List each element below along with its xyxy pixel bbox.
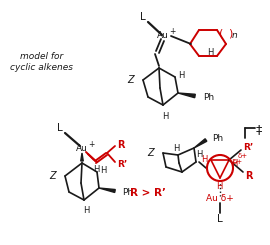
- Text: ): ): [228, 28, 232, 38]
- Text: H: H: [93, 164, 99, 173]
- Text: +: +: [169, 27, 175, 37]
- Text: ‡: ‡: [256, 123, 262, 136]
- Text: L: L: [217, 214, 223, 224]
- Text: Z: Z: [147, 148, 154, 158]
- Text: H: H: [207, 48, 213, 57]
- Text: L: L: [57, 123, 63, 133]
- Text: model for
cyclic alkenes: model for cyclic alkenes: [11, 52, 73, 72]
- Text: R > R’: R > R’: [130, 188, 166, 198]
- Text: H: H: [201, 155, 207, 163]
- Text: H: H: [173, 144, 179, 152]
- Text: Ph: Ph: [212, 134, 223, 143]
- Text: R: R: [117, 140, 125, 150]
- Text: +: +: [88, 139, 94, 148]
- Text: L: L: [140, 12, 146, 22]
- Polygon shape: [194, 139, 207, 148]
- Text: n: n: [232, 30, 238, 39]
- Text: δ+: δ+: [233, 159, 243, 165]
- Text: Au: Au: [157, 32, 169, 40]
- Polygon shape: [178, 93, 195, 98]
- Text: H: H: [83, 206, 89, 215]
- Text: Au: Au: [76, 144, 88, 152]
- Text: H: H: [196, 149, 202, 159]
- Text: H: H: [162, 111, 168, 121]
- Text: H: H: [216, 182, 222, 191]
- Text: Ph: Ph: [122, 187, 133, 196]
- Text: R: R: [245, 171, 253, 181]
- Text: R’: R’: [117, 159, 127, 169]
- Text: Z: Z: [49, 171, 56, 181]
- Polygon shape: [81, 153, 83, 161]
- Text: δ+: δ+: [238, 153, 248, 159]
- Text: H: H: [100, 166, 106, 174]
- Text: Au δ+: Au δ+: [206, 194, 234, 203]
- Polygon shape: [99, 188, 115, 193]
- Text: R’: R’: [243, 143, 253, 151]
- Text: H: H: [231, 159, 237, 168]
- Text: Z: Z: [127, 75, 134, 85]
- Text: (: (: [219, 28, 223, 38]
- Text: H: H: [178, 71, 184, 79]
- Text: Ph: Ph: [203, 93, 214, 101]
